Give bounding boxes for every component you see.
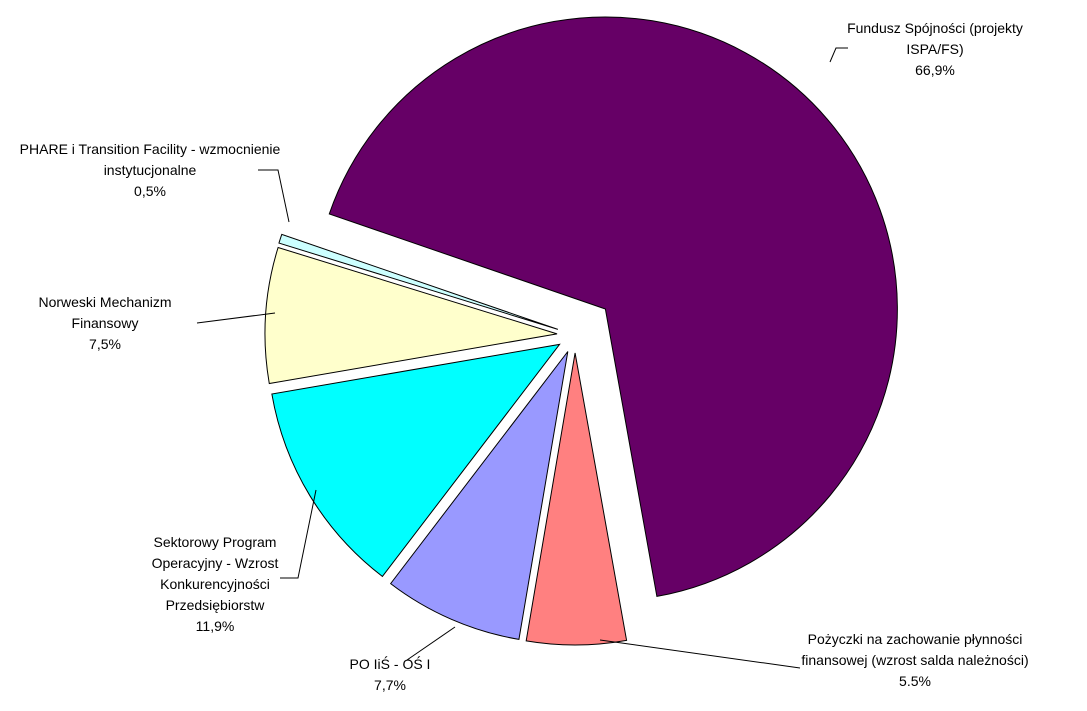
slice-label: PHARE i Transition Facility - wzmocnieni… <box>15 139 285 202</box>
pie-slice <box>278 233 559 330</box>
slice-label: Pożyczki na zachowanie płynności finanso… <box>790 629 1040 692</box>
slice-label: Fundusz Spójności (projekty ISPA/FS) 66,9… <box>845 18 1025 81</box>
pie-slice <box>328 16 898 597</box>
slice-value: 66,9% <box>915 62 955 78</box>
leader-line <box>196 312 276 324</box>
pie-slice <box>525 352 628 646</box>
leader-line <box>829 47 848 63</box>
slice-label: PO IiŚ - OŚ I 7,7% <box>330 654 450 696</box>
slice-value: 7,7% <box>374 677 406 693</box>
slice-value: 11,9% <box>195 618 235 634</box>
slice-name: PO IiŚ - OŚ I <box>349 656 431 672</box>
slice-name: Fundusz Spójności (projekty ISPA/FS) <box>847 20 1023 57</box>
slice-label: Norweski Mechanizm Finansowy 7,5% <box>5 292 205 355</box>
slice-name: Pożyczki na zachowanie płynności finanso… <box>801 631 1029 668</box>
pie-slice <box>271 343 561 578</box>
pie-slice <box>264 246 558 385</box>
leader-line <box>280 489 317 579</box>
slice-name: PHARE i Transition Facility - wzmocnieni… <box>19 141 281 178</box>
leader-line <box>258 169 290 223</box>
pie-slice <box>389 351 569 640</box>
leader-line <box>599 639 801 669</box>
leader-line <box>406 626 456 661</box>
slice-label: Sektorowy Program Operacyjny - Wzrost Ko… <box>125 532 305 637</box>
slice-name: Sektorowy Program Operacyjny - Wzrost Ko… <box>151 534 279 613</box>
slice-value: 5.5% <box>899 673 931 689</box>
slice-name: Norweski Mechanizm Finansowy <box>38 294 172 331</box>
slice-value: 7,5% <box>89 336 121 352</box>
slice-value: 0,5% <box>134 183 166 199</box>
